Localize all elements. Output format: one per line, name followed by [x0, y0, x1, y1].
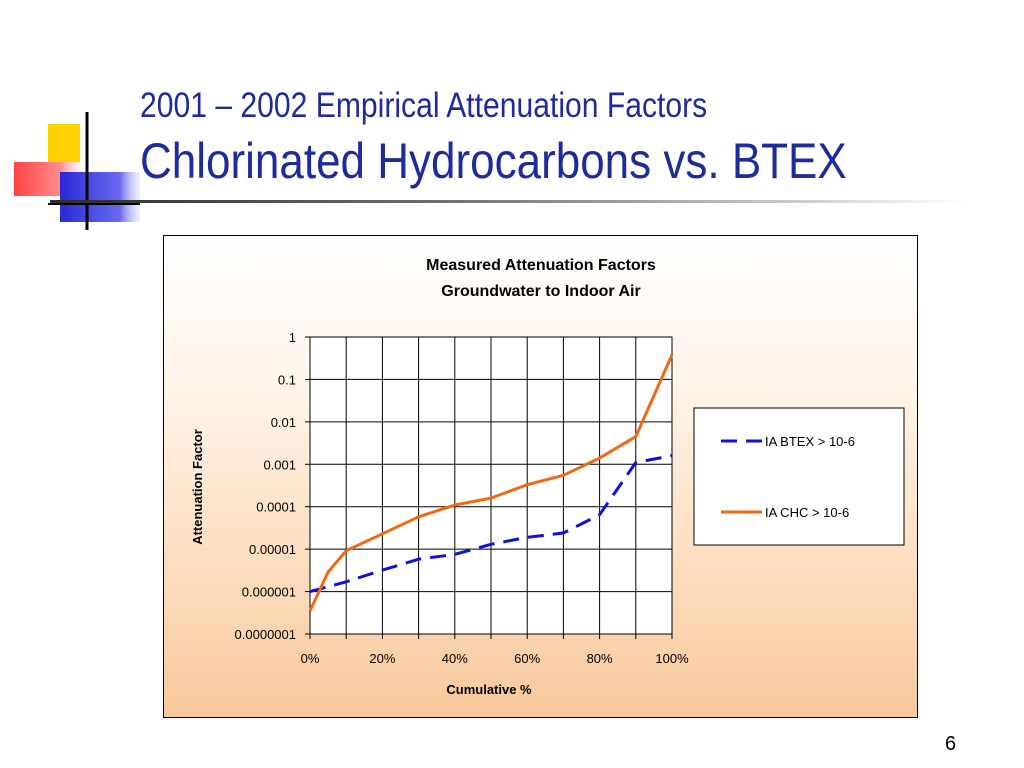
- legend-box: [693, 407, 905, 546]
- logo-blue-bar: [60, 172, 140, 222]
- x-tick-label: 0%: [301, 651, 320, 666]
- y-tick-label: 0.001: [263, 457, 296, 472]
- y-axis-label: Attenuation Factor: [190, 429, 205, 545]
- logo-yellow-square: [48, 124, 80, 162]
- series-layer: [308, 354, 674, 612]
- x-tick-label: 60%: [514, 651, 540, 666]
- x-tick-label: 100%: [655, 651, 689, 666]
- page-number: 6: [945, 733, 957, 755]
- y-tick-label: 1: [289, 330, 296, 345]
- legend-label-btex: IA BTEX > 10-6: [765, 434, 855, 449]
- tick-layer: 1 0.1 0.01 0.001 0.0001 0.00001 0.000001 0.0000…: [235, 330, 690, 666]
- title-underline-rule: [50, 200, 970, 203]
- legend: IA BTEX > 10-6 IA CHC > 10-6: [693, 407, 905, 546]
- legend-label-chc: IA CHC > 10-6: [765, 505, 849, 520]
- y-tick-label: 0.00001: [249, 542, 296, 557]
- slide-title-line1: 2001 – 2002 Empirical Attenuation Factor…: [140, 86, 708, 125]
- y-tick-label: 0.0001: [256, 500, 296, 515]
- x-tick-label: 20%: [369, 651, 395, 666]
- chart-subtitle: Groundwater to Indoor Air: [441, 283, 640, 300]
- x-axis-label: Cumulative %: [446, 682, 532, 697]
- series-line-1: [308, 354, 674, 612]
- y-tick-label: 0.1: [278, 372, 296, 387]
- y-tick-label: 0.000001: [242, 585, 296, 600]
- chart-frame: 1 0.1 0.01 0.001 0.0001 0.00001 0.000001 0.0000…: [163, 235, 918, 718]
- attenuation-chart: 1 0.1 0.01 0.001 0.0001 0.00001 0.000001 0.0000…: [190, 257, 905, 697]
- y-tick-label: 0.01: [271, 415, 296, 430]
- slide-title-line2: Chlorinated Hydrocarbons vs. BTEX: [140, 133, 847, 189]
- grid-layer: [305, 336, 673, 639]
- x-tick-label: 40%: [442, 651, 468, 666]
- x-tick-label: 80%: [587, 651, 613, 666]
- decorative-logo-graphic: [0, 0, 140, 240]
- y-tick-label: 0.0000001: [235, 627, 296, 642]
- series-line-0: [309, 454, 673, 594]
- chart-title: Measured Attenuation Factors: [426, 257, 656, 274]
